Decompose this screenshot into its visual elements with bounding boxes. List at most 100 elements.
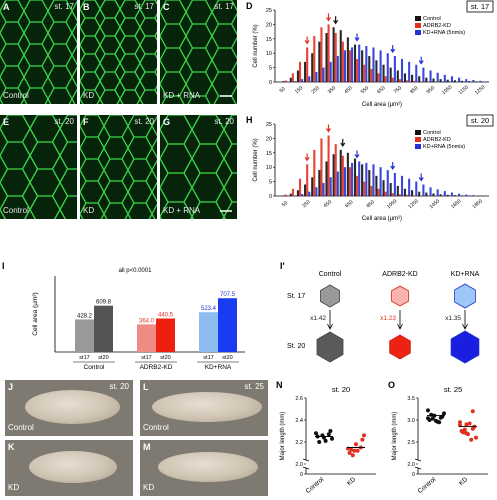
bar-0-22 — [432, 78, 435, 82]
histogram-H: 0 5 10 15 20 25 50 250 450 650 850 1050 1250 1450 1650… — [253, 114, 494, 222]
bar-2-3 — [301, 193, 304, 196]
bar-0-21 — [425, 77, 428, 82]
bar-2-18 — [408, 178, 411, 196]
value-label-5: 707.5 — [220, 292, 236, 298]
bar-1-14 — [377, 188, 380, 196]
bar-2-11 — [358, 161, 361, 196]
bar-1-10 — [348, 50, 352, 82]
bar-1-15 — [384, 191, 387, 196]
point-1-1 — [352, 448, 357, 453]
micro-panel-A: A st. 17 Control — [0, 0, 77, 104]
bar-0-3 — [296, 70, 299, 82]
y-tick-label: 0 — [269, 80, 272, 86]
x-tick-label: 50 — [279, 86, 287, 94]
x-tick-label: 150 — [294, 85, 304, 95]
bar-1-13 — [370, 185, 373, 196]
value-label-4: 523.4 — [201, 306, 217, 312]
bar-2-7 — [329, 61, 332, 82]
x-tick-label: 1250 — [407, 198, 420, 210]
panel-label-G: G — [163, 117, 171, 127]
point-1-7 — [467, 421, 472, 426]
bar-1-18 — [405, 80, 409, 82]
micro-panel-G: G st. 20 KD + RNA — [160, 115, 237, 219]
bar-0-4 — [304, 61, 307, 82]
schematic-col-2: KD+RNA — [451, 271, 480, 278]
bar-1-9 — [341, 41, 344, 82]
bar-0-19 — [411, 190, 414, 196]
cell-top-1 — [390, 285, 410, 307]
bar-2-10 — [351, 162, 354, 196]
point-1-10 — [469, 437, 474, 442]
schematic-row-0: St. 17 — [287, 293, 305, 300]
y-tick-label: 0 — [300, 472, 303, 478]
stage-label-B: st. 17 — [134, 2, 154, 11]
bar-2-26 — [465, 79, 468, 82]
bar-0-24 — [446, 194, 449, 196]
legend-entry-1: ADRB2-KD — [423, 137, 451, 143]
stage-box-label: st. 20 — [471, 116, 489, 125]
ratio-1: x1.23 — [380, 315, 396, 322]
y-tick-label: 2.2 — [295, 440, 303, 446]
legend-entry-1: ADRB2-KD — [423, 23, 451, 29]
bar-0-9 — [339, 30, 342, 82]
point-0-7 — [323, 438, 328, 443]
ratio-2: x1.35 — [445, 315, 461, 322]
group-label-2: KD+RNA — [205, 364, 232, 371]
cell-network-G — [160, 115, 237, 219]
bar-1-1 — [284, 80, 287, 82]
arrow-marker — [326, 124, 331, 133]
bar-2-2 — [293, 195, 297, 196]
bar-0-28 — [475, 81, 478, 82]
bar-0-5 — [311, 53, 314, 82]
arrow-marker — [418, 56, 424, 65]
arrow-marker — [304, 153, 310, 162]
panel-label-B: B — [83, 2, 90, 12]
scatter-N: st. 20 0 2.0 2.2 2.4 2.6 Major length (mm) Cont… — [280, 385, 376, 495]
bar-1-14 — [377, 73, 380, 82]
point-0-8 — [330, 436, 334, 441]
bar-0-9 — [339, 149, 342, 196]
embryo-body-L — [152, 392, 262, 422]
bar-0-13 — [368, 56, 371, 82]
category-label-0: Control — [417, 476, 438, 495]
y-tick-label: 15 — [266, 37, 272, 43]
micro-panel-F: F st. 20 KD — [80, 115, 157, 219]
histogram-D: 0 5 10 15 20 25 50 150 250 350 450 550 650 750 850 950 1… — [253, 0, 494, 108]
point-1-1 — [464, 422, 469, 427]
legend-entry-2: KD+RNA (5nmis) — [423, 144, 465, 150]
stage-box — [466, 0, 494, 13]
bar-1-20 — [420, 81, 423, 82]
legend-swatch-1 — [415, 23, 421, 28]
bar-2-9 — [343, 50, 346, 82]
y-tick-label: 10 — [266, 51, 272, 57]
point-0-8 — [442, 411, 446, 416]
bar-3 — [156, 318, 175, 352]
legend-swatch-0 — [415, 16, 421, 21]
x-tick-label: 850 — [409, 85, 419, 95]
bar-2-5 — [315, 71, 318, 82]
condition-label-J: Control — [8, 423, 34, 432]
scatter-title: st. 25 — [444, 385, 462, 394]
x-tick-label: 650 — [344, 199, 354, 209]
y-tick-label: 0 — [269, 194, 272, 200]
value-label-2: 364.0 — [139, 318, 155, 324]
arrow-marker — [354, 150, 360, 159]
bar-1-2 — [291, 73, 294, 82]
bar-0-16 — [389, 183, 392, 196]
arrow-2 — [462, 310, 468, 330]
embryo-body-J — [25, 390, 120, 424]
x-tick-label: 450 — [323, 199, 333, 209]
bar-2-11 — [358, 44, 361, 82]
bar-0-25 — [453, 80, 456, 82]
bar-1-16 — [391, 193, 394, 196]
x-tick-label: 1850 — [471, 198, 484, 210]
bar-2-8 — [336, 56, 339, 82]
y-tick-label: 25 — [266, 8, 272, 14]
bar-2-13 — [372, 47, 375, 82]
bar-0-18 — [403, 73, 406, 82]
legend-swatch-1 — [415, 137, 421, 142]
bar-2-16 — [393, 172, 396, 196]
bar-1-11 — [356, 175, 359, 196]
x-axis-label: Cell area (µm²) — [362, 216, 402, 222]
y-tick-label: 2.0 — [407, 462, 415, 468]
